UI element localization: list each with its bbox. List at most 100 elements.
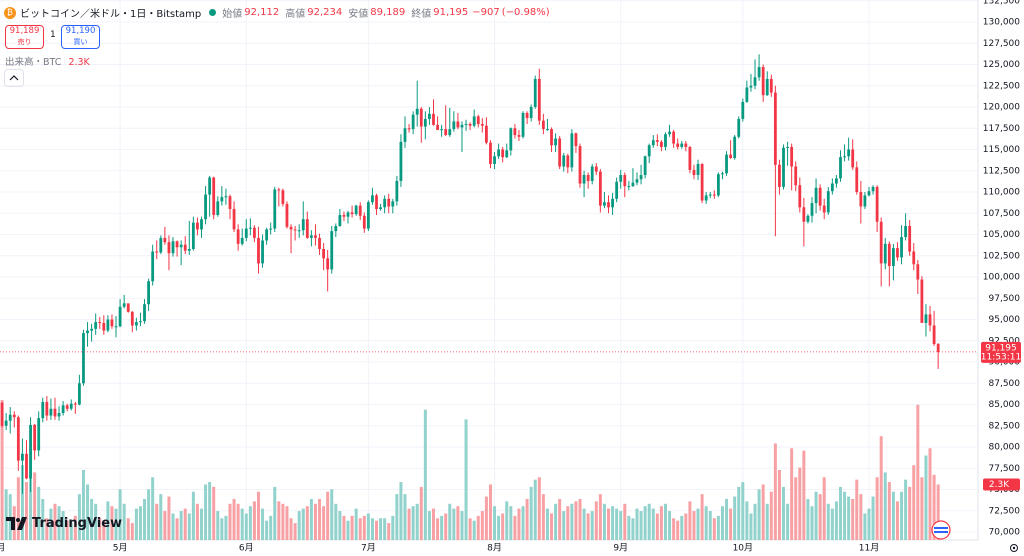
volume-bar: [895, 501, 899, 540]
change: −907: [472, 7, 500, 18]
candle-body: [155, 251, 159, 253]
sell-price: 91,189: [9, 26, 40, 36]
volume-bar: [908, 486, 912, 540]
buy-button[interactable]: 91,190 買い: [61, 25, 100, 49]
y-tick-label: 107,500: [983, 209, 1020, 219]
chevron: [9, 75, 19, 81]
volume-bar: [45, 518, 49, 540]
volume-bar: [883, 472, 887, 540]
candle-body: [452, 121, 456, 130]
volume-bar: [737, 486, 741, 540]
candle-body: [82, 333, 85, 384]
candle-body: [541, 120, 545, 130]
candle-body: [167, 242, 171, 254]
volume-bar: [399, 482, 403, 540]
volume-bar: [350, 515, 354, 540]
candle-body: [859, 192, 863, 207]
volume-bar: [65, 520, 69, 540]
candle-body: [871, 186, 875, 192]
buy-caption: 買い: [73, 38, 88, 46]
candle-body: [566, 155, 570, 168]
volume-bar: [208, 482, 212, 540]
candle-body: [69, 403, 73, 409]
volume-bar: [200, 508, 203, 540]
candle-body: [896, 248, 899, 258]
sell-button[interactable]: 91,189 売り: [5, 25, 44, 49]
candle-body: [708, 194, 712, 196]
candle-body: [769, 78, 773, 93]
candle-body: [590, 166, 594, 181]
candle-body: [281, 190, 285, 204]
volume-bar: [639, 511, 643, 540]
volume-bar: [720, 506, 724, 540]
volume-bar: [692, 511, 696, 540]
y-tick-label: 95,000: [989, 315, 1021, 325]
settings-button[interactable]: [1010, 544, 1018, 552]
candle-body: [655, 140, 659, 142]
candle-body: [322, 248, 325, 259]
candle-body: [647, 145, 651, 157]
candle-body: [920, 279, 924, 323]
candle-body: [810, 203, 814, 216]
candle-body: [517, 135, 521, 137]
candle-body: [936, 344, 940, 352]
candle-body: [493, 156, 496, 164]
candle-body: [749, 85, 753, 88]
volume-bar: [753, 503, 757, 540]
candle-body: [867, 191, 871, 196]
volume-bar: [423, 409, 427, 540]
candle-body: [904, 226, 908, 238]
candle-body: [314, 235, 317, 238]
candle-body: [643, 156, 647, 176]
volume-bar: [143, 498, 147, 540]
volume-bar: [49, 508, 53, 540]
change-percent: (−0.98%): [501, 7, 550, 18]
volume-bar: [81, 470, 85, 540]
candle-body: [712, 194, 716, 196]
volume-bar: [354, 508, 358, 540]
volume-bar: [448, 503, 452, 540]
volume-bar: [69, 523, 73, 540]
candle-body: [90, 328, 94, 331]
candle-body: [232, 209, 236, 230]
y-tick-label: 92,500: [989, 336, 1021, 346]
volume-bar: [415, 503, 419, 540]
legend-value: 91,195: [433, 7, 469, 18]
volume-bar: [598, 494, 602, 540]
candle-body: [236, 229, 240, 244]
volume-bar: [362, 515, 366, 540]
candle-body: [546, 129, 549, 131]
volume-bar: [932, 474, 936, 540]
legend-value: 92,112: [244, 7, 280, 18]
volume-bar: [98, 518, 102, 540]
candle-body: [598, 171, 602, 206]
volume-bar: [545, 508, 549, 540]
candle-body: [680, 143, 684, 147]
candle-body: [863, 195, 867, 207]
candle-body: [578, 146, 582, 184]
volume-bar: [594, 501, 598, 540]
volume-bar: [810, 506, 814, 540]
volume-bar: [765, 503, 769, 540]
legend-name: 安値: [348, 9, 369, 20]
y-tick-label: 120,000: [983, 103, 1020, 113]
price-tag-value: 91,195: [985, 343, 1017, 353]
y-tick-label: 115,000: [983, 145, 1020, 155]
volume-bar: [261, 508, 265, 540]
volume-bar: [16, 477, 20, 540]
volume-bar: [346, 520, 350, 540]
volume-bar: [204, 484, 208, 540]
volume-bar: [289, 518, 293, 540]
volume-bar: [118, 489, 122, 540]
candle-body: [358, 205, 362, 216]
volume-bar: [484, 496, 488, 540]
collapse-button[interactable]: [4, 69, 24, 87]
candle-body: [892, 248, 895, 266]
volume-bar: [183, 508, 187, 540]
candle-body: [139, 321, 142, 323]
candle-body: [631, 182, 635, 187]
candle-body: [261, 240, 264, 264]
candle-body: [533, 78, 537, 108]
price-tag: [981, 341, 1021, 363]
